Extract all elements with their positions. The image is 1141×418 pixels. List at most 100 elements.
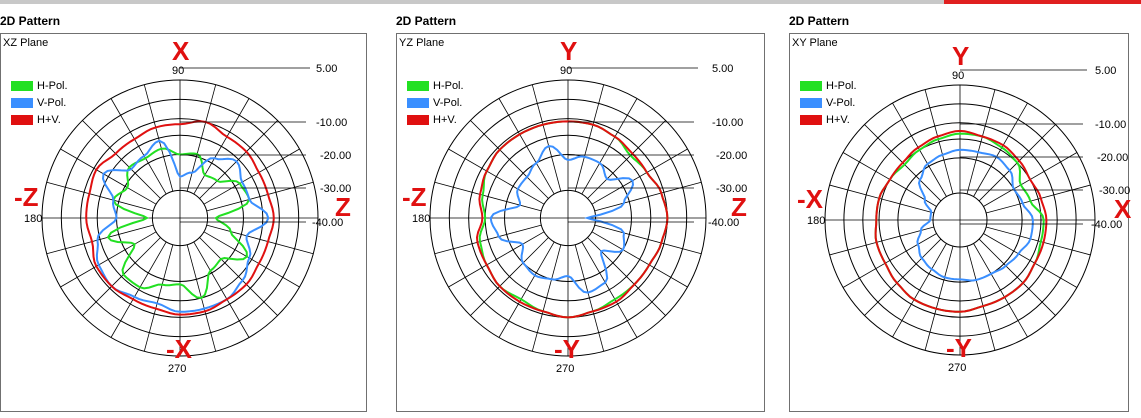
grid-spoke: [594, 224, 702, 255]
plane-label: YZ Plane: [399, 37, 445, 49]
grid-spoke: [203, 231, 300, 288]
angle-label-270: 270: [948, 362, 966, 374]
radial-label: 5.00: [1095, 65, 1116, 77]
series-curve-h-plus-v: [475, 120, 669, 319]
grid-spoke: [448, 231, 545, 288]
annotation-top: Y: [560, 36, 577, 66]
angle-label-180: 180: [24, 213, 42, 225]
grid-spoke: [434, 224, 542, 255]
grid-spoke: [448, 148, 545, 205]
grid-spoke: [594, 181, 702, 212]
grid-spoke: [470, 120, 549, 199]
legend-label: H+V.: [37, 113, 61, 126]
grid-spoke: [46, 224, 154, 255]
grid-spoke: [199, 237, 278, 316]
grid-spoke: [110, 241, 167, 338]
polar-grid: [429, 79, 707, 357]
swatch-v-pol: [407, 97, 429, 108]
grid-spoke: [82, 120, 161, 199]
grid-spoke: [574, 84, 605, 192]
grid-spoke: [470, 237, 549, 316]
legend-item-h-pol: H-Pol.: [800, 77, 857, 94]
radial-label: -40.00: [708, 217, 739, 229]
panel-title: 2D Pattern: [0, 14, 61, 28]
angle-label-270: 270: [168, 363, 186, 375]
grid-spoke: [498, 98, 555, 195]
grid-spoke: [206, 181, 314, 212]
grid-spoke: [985, 226, 1091, 256]
swatch-v-pol: [11, 97, 33, 108]
polar-plot-xz: 5.00 -10.00 -20.00 -30.00 -40.00 90 180 270 X -X -…: [14, 36, 351, 375]
swatch-h-pol: [407, 80, 429, 91]
angle-label-90: 90: [560, 65, 572, 77]
annotation-top: X: [172, 36, 190, 66]
legend-label: H+V.: [433, 113, 457, 126]
annotation-right: Z: [731, 192, 747, 222]
plane-label: XZ Plane: [3, 37, 49, 49]
swatch-v-pol: [800, 97, 822, 108]
legend: H-Pol. V-Pol. H+V.: [800, 77, 857, 128]
grid-spoke: [434, 181, 542, 212]
series-curve-v-pol: [489, 144, 635, 294]
radial-label: -30.00: [1099, 185, 1130, 197]
grid-spoke: [587, 120, 666, 199]
grid-spoke: [186, 84, 217, 192]
annotation-bottom: -Y: [946, 333, 972, 363]
swatch-h-plus-v: [800, 114, 822, 125]
grid-spoke: [973, 243, 1028, 338]
angle-label-90: 90: [172, 65, 184, 77]
grid-spoke: [829, 226, 935, 256]
swatch-h-plus-v: [407, 114, 429, 125]
legend-label: V-Pol.: [826, 96, 856, 109]
radial-label: -20.00: [320, 150, 351, 162]
grid-spoke: [892, 243, 947, 338]
grid-spoke: [591, 148, 688, 205]
radial-label: 5.00: [712, 63, 733, 75]
annotation-bottom: -X: [166, 334, 193, 364]
legend-item-v-pol: V-Pol.: [407, 94, 464, 111]
grid-spoke: [60, 231, 157, 288]
radial-label: -30.00: [716, 183, 747, 195]
grid-spoke: [46, 181, 154, 212]
polar-plot-yz: 5.00 -10.00 -20.00 -30.00 -40.00 90 180 270 Y -Y -…: [402, 36, 747, 375]
swatch-h-pol: [800, 80, 822, 91]
legend-item-h-plus-v: H+V.: [11, 111, 68, 128]
legend: H-Pol. V-Pol. H+V.: [11, 77, 68, 128]
plane-label: XY Plane: [792, 37, 838, 49]
grid-spoke: [82, 237, 161, 316]
legend-label: H-Pol.: [37, 79, 68, 92]
legend-label: H-Pol.: [433, 79, 464, 92]
swatch-h-pol: [11, 80, 33, 91]
radial-label: -10.00: [316, 117, 347, 129]
annotation-right: X: [1114, 194, 1132, 224]
grid-spoke: [199, 120, 278, 199]
grid-spoke: [587, 237, 666, 316]
legend-item-h-plus-v: H+V.: [800, 111, 857, 128]
polar-grid: [824, 84, 1096, 356]
grid-spoke: [985, 184, 1091, 214]
grid-spoke: [531, 84, 562, 192]
series-curve-h-plus-v: [85, 120, 275, 316]
annotation-right: Z: [335, 192, 351, 222]
radial-label: -10.00: [1095, 119, 1126, 131]
annotation-top: Y: [952, 41, 969, 71]
radial-label: -30.00: [320, 183, 351, 195]
radial-label: -20.00: [1097, 152, 1128, 164]
top-divider: [0, 0, 1141, 4]
annotation-bottom: -Y: [554, 334, 580, 364]
radial-label: 5.00: [316, 63, 337, 75]
radial-label: -40.00: [1091, 219, 1122, 231]
grid-spoke: [966, 245, 996, 351]
legend-item-v-pol: V-Pol.: [11, 94, 68, 111]
angle-label-270: 270: [556, 363, 574, 375]
panel-title: 2D Pattern: [789, 14, 850, 28]
grid-spoke: [973, 102, 1028, 197]
grid-spoke: [978, 238, 1056, 316]
radial-label: -10.00: [712, 117, 743, 129]
polar-grid: [41, 79, 319, 357]
angle-label-180: 180: [412, 213, 430, 225]
grid-spoke: [842, 233, 937, 288]
annotation-left: -X: [797, 184, 824, 214]
swatch-h-plus-v: [11, 114, 33, 125]
grid-spoke: [591, 231, 688, 288]
